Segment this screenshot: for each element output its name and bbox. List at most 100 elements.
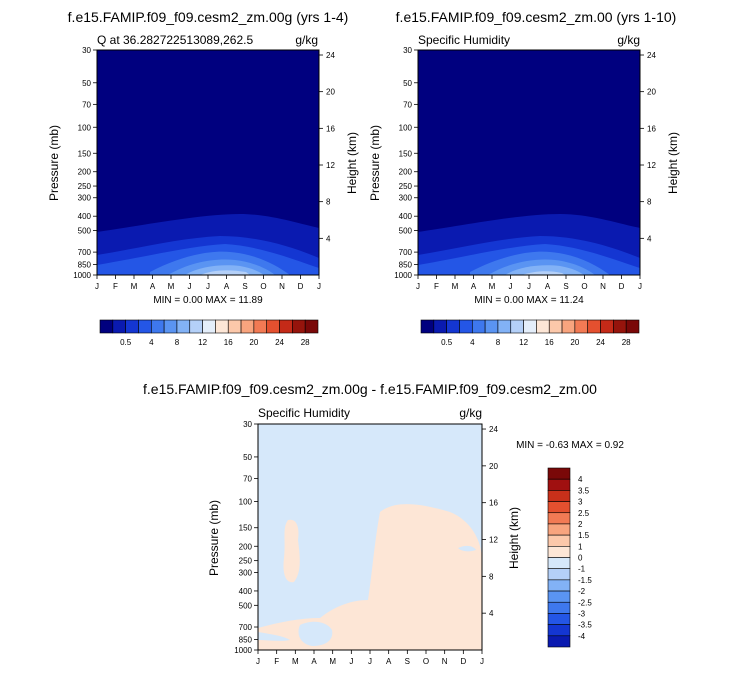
colorbar-swatch	[547, 601, 571, 614]
panel-2-label: Specific Humidity	[418, 33, 510, 47]
panel-2-plot	[417, 49, 641, 276]
colorbar-label: 2.5	[578, 509, 590, 518]
month-tick-label: J	[416, 282, 420, 291]
colorbar-swatch	[125, 319, 139, 334]
panel-1-contour-lvl7	[200, 270, 250, 275]
colorbar-label: 4	[149, 338, 154, 347]
panel-3-y2label: Height (km)	[507, 507, 521, 569]
colorbar-label: 16	[545, 338, 554, 347]
colorbar-swatch	[279, 319, 293, 334]
colorbar-swatch	[202, 319, 216, 334]
month-tick-label: S	[242, 282, 247, 291]
colorbar-swatch	[138, 319, 152, 334]
pressure-tick-label: 700	[399, 248, 413, 257]
month-tick-label: N	[442, 657, 448, 666]
panel-3: f.e15.FAMIP.f09_f09.cesm2_zm.00g - f.e15…	[143, 381, 624, 666]
month-tick-label: M	[168, 282, 175, 291]
pressure-tick-label: 850	[399, 261, 413, 270]
pressure-tick-label: 400	[78, 212, 92, 221]
pressure-tick-label: 200	[78, 168, 92, 177]
pressure-tick-label: 250	[239, 557, 253, 566]
colorbar-swatch	[600, 319, 614, 334]
month-tick-label: M	[489, 282, 496, 291]
colorbar-label: 20	[249, 338, 258, 347]
colorbar-swatch	[547, 613, 571, 625]
panel-2: f.e15.FAMIP.f09_f09.cesm2_zm.00 (yrs 1-1…	[368, 9, 680, 347]
pressure-tick-label: 150	[399, 149, 413, 158]
colorbar-swatch	[420, 319, 435, 334]
colorbar-swatch	[547, 568, 571, 581]
panel-3-units: g/kg	[459, 406, 482, 420]
panel-2-contour-lvl7	[522, 271, 565, 275]
month-tick-label: A	[224, 282, 230, 291]
panel-1-ylabel: Pressure (mb)	[47, 125, 61, 201]
panel-2-ylabel: Pressure (mb)	[368, 125, 382, 201]
month-tick-label: O	[581, 282, 587, 291]
month-tick-label: J	[206, 282, 210, 291]
panel-3-region-negative	[298, 621, 333, 646]
month-tick-label: J	[509, 282, 513, 291]
month-tick-label: J	[188, 282, 192, 291]
month-tick-label: M	[452, 282, 459, 291]
month-tick-label: O	[260, 282, 266, 291]
pressure-tick-label: 70	[403, 100, 412, 109]
height-tick-label: 20	[489, 462, 498, 471]
colorbar-label: 3.5	[578, 486, 590, 495]
month-tick-label: J	[95, 282, 99, 291]
pressure-tick-label: 300	[399, 194, 413, 203]
colorbar-swatch	[304, 319, 319, 334]
colorbar-swatch	[471, 319, 486, 334]
colorbar-swatch	[547, 546, 571, 558]
panel-1-plot	[96, 49, 320, 276]
colorbar-label: 28	[622, 338, 631, 347]
colorbar-swatch	[547, 579, 571, 592]
month-tick-label: A	[386, 657, 392, 666]
pressure-tick-label: 200	[399, 168, 413, 177]
colorbar-label: -2.5	[578, 598, 592, 607]
height-tick-label: 8	[489, 572, 494, 581]
colorbar-swatch	[523, 319, 537, 334]
colorbar-label: 4	[470, 338, 475, 347]
pressure-tick-label: 500	[399, 227, 413, 236]
colorbar-swatch	[176, 319, 191, 334]
pressure-tick-label: 150	[239, 524, 253, 533]
panel-1-title: f.e15.FAMIP.f09_f09.cesm2_zm.00g (yrs 1-…	[68, 9, 349, 25]
pressure-tick-label: 200	[239, 542, 253, 551]
month-tick-label: J	[527, 282, 531, 291]
colorbar-swatch	[547, 512, 571, 525]
colorbar-swatch	[484, 319, 499, 334]
height-tick-label: 12	[326, 161, 335, 170]
panel-3-ylabel: Pressure (mb)	[207, 500, 221, 576]
month-tick-label: O	[423, 657, 429, 666]
pressure-tick-label: 500	[239, 601, 253, 610]
panel-3-region-negative-2	[458, 545, 476, 552]
pressure-tick-label: 50	[403, 79, 412, 88]
colorbar-label: 4	[578, 475, 583, 484]
height-tick-label: 24	[647, 51, 656, 60]
month-tick-label: F	[434, 282, 439, 291]
pressure-tick-label: 1000	[234, 646, 252, 655]
month-tick-label: N	[279, 282, 285, 291]
colorbar-swatch	[561, 319, 576, 334]
colorbar-label: 0	[578, 554, 583, 563]
colorbar-label: 24	[596, 338, 605, 347]
colorbar-swatch	[227, 319, 242, 334]
month-tick-label: A	[471, 282, 477, 291]
colorbar-swatch	[112, 319, 126, 334]
month-tick-label: D	[298, 282, 304, 291]
pressure-tick-label: 30	[403, 46, 412, 55]
month-tick-label: J	[638, 282, 642, 291]
colorbar-swatch	[547, 478, 571, 491]
height-tick-label: 24	[489, 425, 498, 434]
colorbar-label: -3	[578, 609, 586, 618]
month-tick-label: A	[545, 282, 551, 291]
pressure-tick-label: 400	[239, 587, 253, 596]
colorbar-label: 12	[198, 338, 207, 347]
month-tick-label: D	[460, 657, 466, 666]
colorbar-swatch	[253, 319, 268, 334]
month-tick-label: A	[311, 657, 317, 666]
colorbar-swatch	[574, 319, 589, 334]
month-tick-label: S	[405, 657, 410, 666]
month-tick-label: J	[317, 282, 321, 291]
colorbar-swatch	[459, 319, 473, 334]
